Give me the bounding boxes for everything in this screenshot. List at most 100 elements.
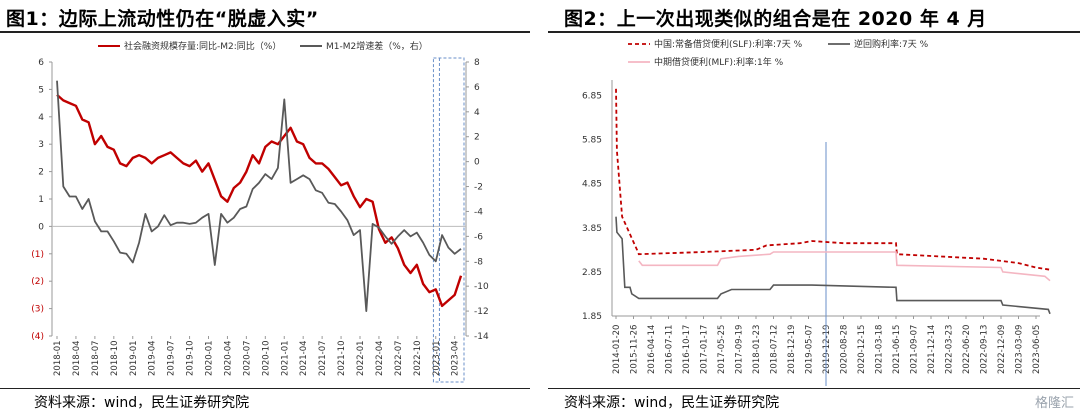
left-y-tick-label: (4) [31,332,44,342]
x-tick-label: 2022-03-23 [945,325,955,374]
x-tick-label: 2021-10 [337,340,347,376]
series-line-mlf-1y [638,251,1051,282]
series-line-m1-m2 [56,80,462,313]
x-tick-label: 2019-04 [148,340,158,376]
x-tick-label: 2020-04 [223,340,233,376]
x-tick-label: 2019-07 [167,340,177,376]
right-y-tick-label: -10 [474,282,489,292]
x-tick-label: 2020-07 [242,340,252,376]
left-y-tick-label: 5 [38,85,44,95]
x-tick-label: 2020-08-28 [840,325,850,374]
x-tick-label: 2018-01 [53,340,63,376]
left-source: 资料来源：wind，民生证券研究院 [34,395,250,411]
x-tick-label: 2022-07 [394,340,404,376]
left-y-tick-label: 0 [38,222,44,232]
left-title-rule [0,31,530,33]
left-y-tick-label: 2 [38,168,44,178]
left-y-tick-label: 1 [38,195,44,205]
legend-label: 中期借贷便利(MLF):利率:1年 % [654,56,784,68]
x-tick-label: 2015-11-26 [630,325,640,374]
x-tick-label: 2022-12-09 [997,325,1007,374]
x-tick-label: 2019-01 [129,340,139,376]
x-tick-label: 2021-07 [318,340,328,376]
right-panel: 图2：上一次出现类似的组合是在 2020 年 4 月 1.85 2.85 3.85 4… [548,0,1080,415]
right-chart: 1.85 2.85 3.85 4.85 5.85 6.85 2014-01-20 2015-1… [582,38,1051,386]
right-source-rule [548,388,1080,389]
x-tick-label: 2017-01-17 [700,325,710,374]
legend-label: M1-M2增速差（%，右） [326,40,428,52]
x-tick-label: 2014-01-20 [612,325,622,374]
x-tick-label: 2022-09-13 [980,325,990,374]
right-y-tick-label: 0 [474,158,480,168]
x-tick-label: 2019-10 [186,340,196,376]
legend-label: 社会融资规模存量:同比-M2:同比（%） [124,40,281,52]
left-y-tick-label: (1) [31,250,44,260]
x-tick-label: 2021-01 [280,340,290,376]
right-y-tick-label: -2 [474,183,483,193]
right-y-tick-label: 8 [474,58,480,68]
right-y-tick-label: 6 [474,83,480,93]
x-tick-label: 2016-07-11 [665,325,675,374]
right-y-tick-label: -12 [474,307,489,317]
left-y-tick-label: 3 [38,140,44,150]
y-tick-label: 6.85 [582,91,602,101]
y-tick-label: 5.85 [582,136,602,146]
x-tick-label: 2022-01 [356,340,366,376]
y-tick-label: 1.85 [582,312,602,322]
left-y-tick-label: (3) [31,305,44,315]
x-tick-label: 2022-06-20 [962,325,972,374]
highlight-box [432,57,465,383]
x-tick-label: 2023-01 [432,340,442,376]
y-tick-label: 3.85 [582,224,602,234]
right-y-tick-label: -6 [474,232,483,242]
x-tick-label: 2023-06-05 [1032,325,1042,374]
watermark: 格隆汇 [1034,396,1074,411]
right-title-rule [548,31,1080,33]
x-tick-label: 2019-12-19 [822,325,832,374]
x-tick-label: 2016-10-17 [682,325,692,374]
right-source: 资料来源：wind，民生证券研究院 [564,395,780,411]
x-tick-label: 2023-03-09 [1015,325,1025,374]
x-tick-label: 2018-07 [91,340,101,376]
series-line-reverse-repo-7d [615,216,1051,315]
x-tick-label: 2018-12-19 [787,325,797,374]
left-panel: 图1：边际上流动性仍在“脱虚入实” (4) (3) (2) (1) 0 1 2 3 4 5 6 -14… [0,0,530,415]
right-y-tick-label: 2 [474,133,480,143]
left-chart-title: 图1：边际上流动性仍在“脱虚入实” [6,8,319,30]
x-tick-label: 2017-09-19 [735,325,745,374]
left-y-tick-label: (2) [31,277,44,287]
x-tick-label: 2023-04 [451,340,461,376]
x-tick-label: 2018-07-12 [770,325,780,374]
left-y-tick-label: 4 [38,113,44,123]
x-tick-label: 2021-12-14 [927,325,937,374]
x-tick-label: 2021-06-15 [892,325,902,374]
y-tick-label: 4.85 [582,180,602,190]
right-chart-title: 图2：上一次出现类似的组合是在 2020 年 4 月 [564,8,987,30]
right-y-tick-label: 4 [474,108,480,118]
y-tick-label: 2.85 [582,268,602,278]
x-tick-label: 2020-10 [261,340,271,376]
x-tick-label: 2021-04 [299,340,309,376]
left-source-rule [0,388,530,389]
x-tick-label: 2020-01 [205,340,215,376]
legend-label: 中国:常备借贷便利(SLF):利率:7天 % [654,38,803,50]
right-y-tick-label: -8 [474,257,483,267]
right-y-tick-label: -14 [474,332,489,342]
x-tick-label: 2016-04-14 [647,325,657,374]
x-tick-label: 2020-12-15 [857,325,867,374]
series-line-afre-m2 [56,93,463,308]
x-tick-label: 2018-10 [110,340,120,376]
x-tick-label: 2018-01-23 [752,325,762,374]
x-tick-label: 2021-09-07 [910,325,920,374]
x-tick-label: 2019-05-07 [805,325,815,374]
x-tick-label: 2017-05-25 [717,325,727,374]
left-y-tick-label: 6 [38,58,44,68]
x-tick-label: 2018-04 [72,340,82,376]
x-tick-label: 2021-03-18 [875,325,885,374]
x-tick-label: 2022-10 [413,340,423,376]
series-line-slf-7d [615,88,1051,271]
x-tick-label: 2022-04 [375,340,385,376]
left-chart: (4) (3) (2) (1) 0 1 2 3 4 5 6 -14 -12 -10 -8 -6 -4 -2 0 2 4 6… [31,40,489,383]
legend-label: 逆回购利率:7天 % [854,38,929,50]
right-y-tick-label: -4 [474,207,483,217]
